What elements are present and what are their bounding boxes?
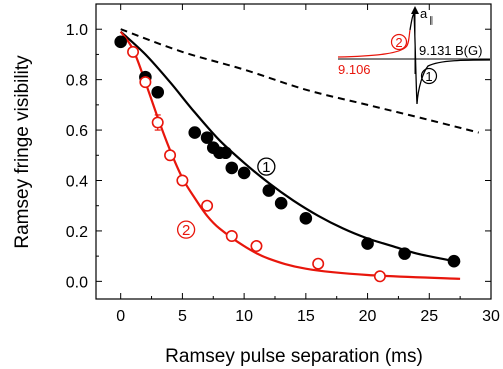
point-series-1-14 <box>398 247 411 260</box>
point-series-2-0 <box>127 45 140 58</box>
y-axis-title: Ramsey fringe visibility <box>12 55 33 249</box>
point-series-2-5 <box>201 199 214 212</box>
y-tick-label-1: 0.2 <box>66 224 88 241</box>
inset-resonance-black <box>409 13 491 105</box>
plot-frame <box>95 3 492 300</box>
inset-resonance-red <box>337 29 411 58</box>
point-series-2-7 <box>250 240 263 253</box>
x-axis-ticks: 0 5 10 15 20 25 30 <box>116 4 500 325</box>
x-tick-label-6: 30 <box>482 308 500 325</box>
curve-marker-circle-1 <box>257 157 276 176</box>
inset-field-unit: B(G) <box>455 43 482 58</box>
reference-dashed-line <box>120 28 479 134</box>
point-series-2-1 <box>139 76 152 89</box>
x-tick-label-0: 0 <box>116 308 125 325</box>
point-series-2-2 <box>151 116 164 129</box>
point-series-2-8 <box>312 257 325 270</box>
curve-marker-label-1: 1 <box>262 159 270 176</box>
x-tick-label-1: 5 <box>178 308 187 325</box>
y-axis-ticks: 0.0 0.2 0.4 0.6 0.8 1.0 <box>66 22 491 291</box>
y-tick-label-0: 0.0 <box>66 274 88 291</box>
inset-field-red: 9.106 <box>338 62 371 77</box>
point-series-2-3 <box>164 149 177 162</box>
curve-marker-label-2: 2 <box>182 222 190 239</box>
inset-field-black: 9.131 <box>419 43 452 58</box>
inset-marker-red-circle <box>390 33 408 51</box>
inset-axis-subscript: ∥ <box>429 15 434 25</box>
point-series-1-0 <box>114 35 127 49</box>
point-series-1-3 <box>188 126 202 139</box>
point-series-1-15 <box>447 254 461 268</box>
fit-curve-series-1 <box>119 30 461 264</box>
x-tick-label-2: 10 <box>235 308 253 325</box>
point-series-2-4 <box>176 174 189 187</box>
point-series-2-9 <box>373 270 386 283</box>
data-points <box>114 35 461 283</box>
inset-marker-red: 2 <box>395 35 402 50</box>
point-series-1-11 <box>274 196 288 210</box>
inset-marker-black-circle <box>420 67 438 85</box>
inset-arrow-icon <box>411 6 419 14</box>
x-tick-label-5: 25 <box>420 308 438 325</box>
y-tick-label-4: 0.8 <box>66 73 88 90</box>
point-series-1-13 <box>361 237 374 250</box>
curve-marker-circle-2 <box>176 220 196 239</box>
point-series-1-2 <box>151 85 165 99</box>
point-series-1-8 <box>225 161 239 175</box>
point-series-1-12 <box>299 212 313 225</box>
point-series-1-10 <box>262 184 276 197</box>
curve-markers: 12 <box>176 157 276 239</box>
y-tick-label-3: 0.6 <box>66 123 88 140</box>
inset-axis-label: a <box>420 6 428 21</box>
point-series-1-9 <box>237 166 251 180</box>
x-axis-title: Ramsey pulse separation (ms) <box>165 346 423 367</box>
y-tick-label-2: 0.4 <box>66 173 88 190</box>
inset-marker-black: 1 <box>425 69 432 84</box>
point-series-1-7 <box>219 146 232 160</box>
x-tick-label-4: 20 <box>359 308 377 325</box>
y-tick-label-5: 1.0 <box>66 22 88 39</box>
point-series-1-4 <box>200 131 214 144</box>
resonance-inset: a ∥ 9.131 B(G) 9.106 2 1 <box>337 6 491 105</box>
x-tick-label-3: 15 <box>297 308 315 325</box>
point-series-2-6 <box>225 229 238 242</box>
